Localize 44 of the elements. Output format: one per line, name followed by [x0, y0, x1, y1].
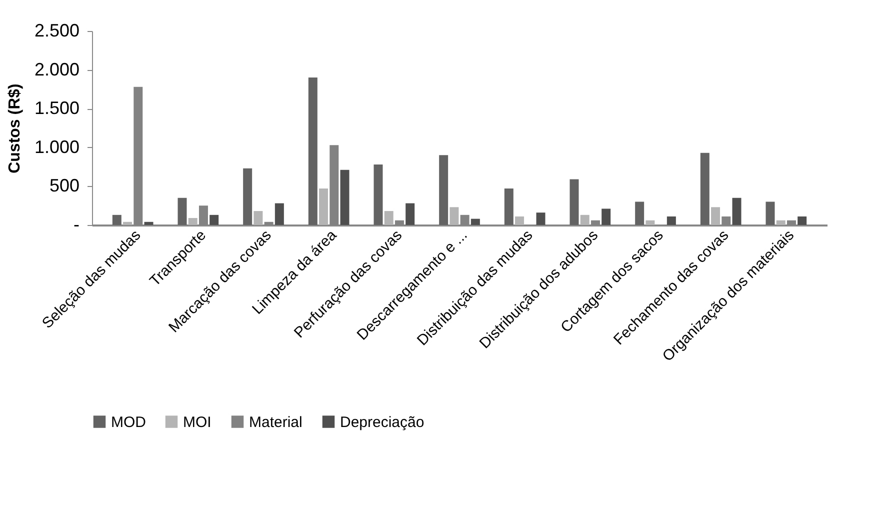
bar [504, 188, 514, 225]
bar [243, 168, 252, 225]
y-axis-title: Custos (R$) [6, 84, 24, 174]
y-tick-label: 2.000 [34, 59, 80, 80]
bar [798, 216, 807, 225]
bar [700, 152, 710, 225]
bar [319, 188, 328, 225]
bar [274, 203, 284, 225]
bar [144, 222, 154, 225]
bar [776, 220, 786, 225]
legend-label: Depreciação [340, 414, 424, 431]
legend-label: MOD [111, 414, 146, 431]
y-tick-label: 1.500 [34, 98, 80, 118]
bar [112, 214, 122, 225]
legend-label: Material [249, 414, 302, 431]
bar [470, 218, 480, 225]
y-tick-label: 1.000 [34, 136, 80, 157]
bar [646, 220, 655, 225]
bar [570, 179, 579, 225]
bar [384, 211, 394, 225]
bar [188, 218, 198, 225]
bar [123, 222, 132, 225]
bar [210, 214, 219, 225]
bar [602, 208, 611, 225]
bar [766, 202, 775, 225]
bar [666, 216, 676, 225]
y-tick-label: 500 [49, 176, 80, 196]
bar [732, 198, 742, 225]
bar [536, 212, 546, 225]
bar [515, 216, 524, 225]
bar [406, 203, 415, 225]
bar [254, 211, 263, 225]
bar [580, 214, 590, 225]
bar [374, 164, 383, 225]
bar [450, 207, 459, 225]
y-tick-label: 2.500 [34, 20, 80, 40]
legend-label: MOI [183, 414, 212, 431]
bar [178, 198, 187, 225]
bar [711, 207, 720, 225]
y-tick-label: - [74, 214, 80, 234]
bar [340, 170, 350, 225]
bar [308, 78, 318, 225]
bar [635, 202, 644, 225]
bar [439, 155, 448, 225]
